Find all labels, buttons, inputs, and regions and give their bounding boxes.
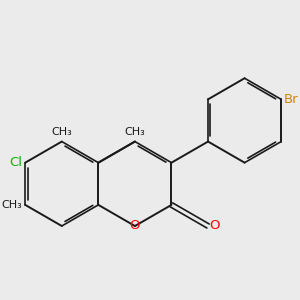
Text: CH₃: CH₃ [1, 200, 22, 210]
Text: O: O [130, 220, 140, 232]
Text: Br: Br [284, 93, 298, 106]
Text: Cl: Cl [9, 156, 22, 169]
Text: O: O [210, 220, 220, 232]
Text: CH₃: CH₃ [124, 127, 145, 137]
Text: CH₃: CH₃ [51, 127, 72, 137]
